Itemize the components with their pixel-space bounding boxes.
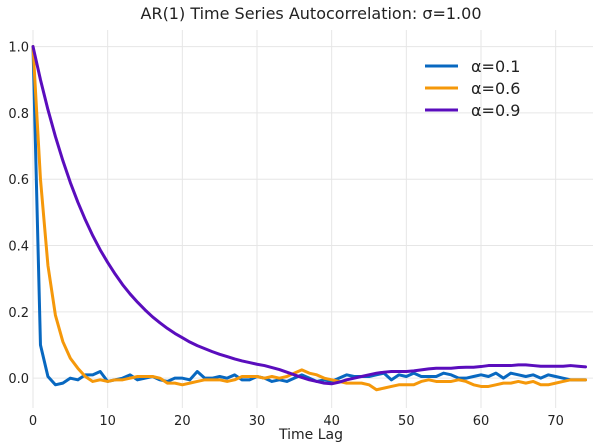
y-tick-label: 0.6	[8, 173, 29, 188]
grid	[32, 30, 593, 408]
series-line-2	[31, 45, 588, 392]
x-tick-label: 0	[29, 414, 37, 429]
y-tick-label: 0.0	[8, 372, 29, 387]
y-tick-label: 1.0	[8, 41, 29, 56]
series-lines	[31, 45, 588, 392]
y-tick-label: 0.8	[8, 107, 29, 122]
legend-label: α=0.6	[471, 79, 520, 98]
x-tick-label: 50	[398, 414, 415, 429]
legend-label: α=0.9	[471, 101, 520, 120]
y-tick-label: 0.4	[8, 240, 29, 255]
tick-labels: 0 10 20 30 40 50 60 70 0.0 0.2 0.4 0.6 0.8 1.0	[8, 41, 564, 429]
x-tick-label: 40	[323, 414, 340, 429]
legend: α=0.1 α=0.6 α=0.9	[425, 57, 520, 120]
x-tick-label: 60	[473, 414, 490, 429]
x-axis-title: Time Lag	[278, 427, 343, 443]
x-tick-label: 70	[547, 414, 564, 429]
series-line-1	[31, 45, 588, 387]
x-tick-label: 10	[99, 414, 116, 429]
y-tick-label: 0.2	[8, 306, 29, 321]
series-line-3	[31, 45, 588, 386]
x-tick-label: 30	[249, 414, 266, 429]
legend-label: α=0.1	[471, 57, 520, 76]
chart-title: AR(1) Time Series Autocorrelation: σ=1.0…	[141, 4, 482, 23]
x-tick-label: 20	[174, 414, 191, 429]
